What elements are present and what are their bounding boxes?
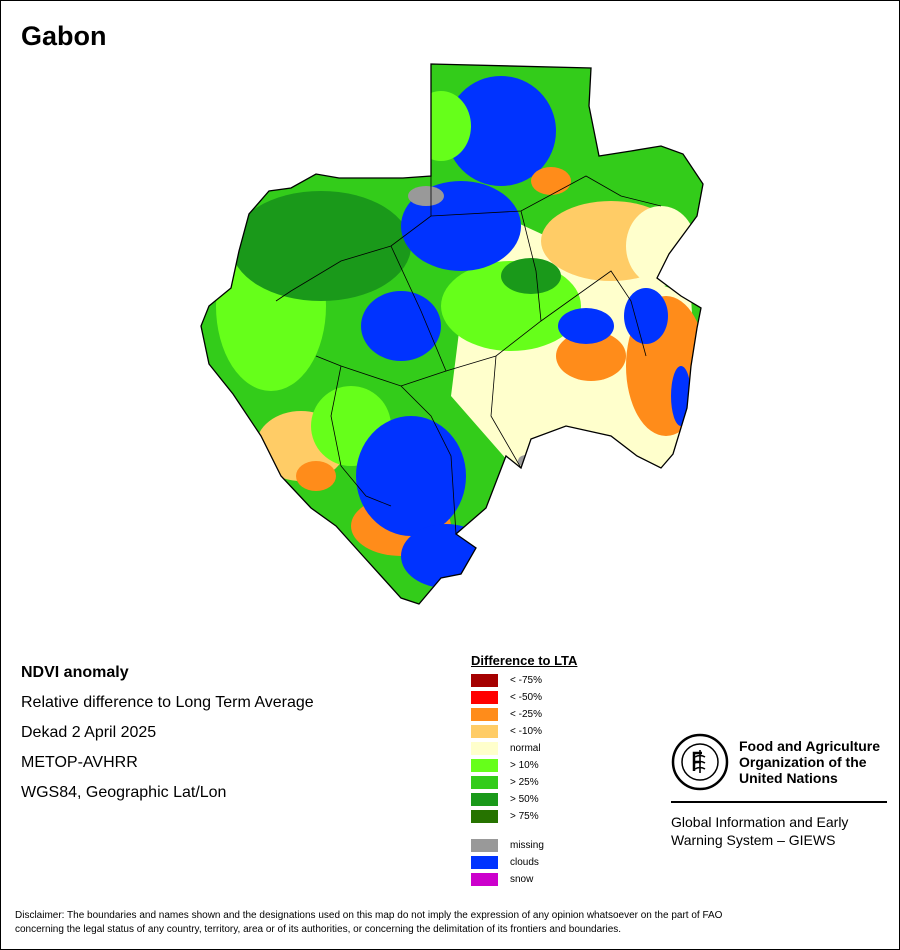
legend-swatch bbox=[471, 691, 498, 704]
legend: Difference to LTA < -75% < -50% < -25% < -1… bbox=[471, 653, 577, 888]
legend-swatch bbox=[471, 674, 498, 687]
legend-item: > 10% bbox=[471, 757, 577, 774]
disclaimer: Disclaimer: The boundaries and names sho… bbox=[15, 910, 723, 935]
legend-label: > 75% bbox=[510, 811, 539, 822]
gabon-ndvi-map bbox=[200, 63, 704, 605]
province-borders bbox=[275, 175, 662, 535]
legend-swatch bbox=[471, 725, 498, 738]
legend-swatch bbox=[471, 742, 498, 755]
legend-item: > 50% bbox=[471, 791, 577, 808]
fao-branding: Food and Agriculture Organization of the… bbox=[671, 733, 891, 849]
legend-label: normal bbox=[510, 743, 541, 754]
legend-label: < -25% bbox=[510, 709, 542, 720]
legend-swatch bbox=[471, 873, 498, 886]
legend-label: missing bbox=[510, 840, 544, 851]
info-sensor: METOP-AVHRR bbox=[21, 754, 138, 771]
legend-label: < -10% bbox=[510, 726, 542, 737]
fao-logo-icon bbox=[671, 733, 729, 791]
info-projection: WGS84, Geographic Lat/Lon bbox=[21, 784, 227, 801]
map-title: Gabon bbox=[21, 21, 107, 51]
legend-item: normal bbox=[471, 740, 577, 757]
legend-swatch bbox=[471, 810, 498, 823]
map-info: NDVI anomaly Relative difference to Long… bbox=[21, 658, 314, 808]
legend-label: snow bbox=[510, 874, 534, 885]
legend-item: < -75% bbox=[471, 672, 577, 689]
info-description: Relative difference to Long Term Average bbox=[21, 694, 314, 711]
legend-label: > 50% bbox=[510, 794, 539, 805]
ndvi-raster bbox=[201, 64, 703, 604]
legend-item: > 75% bbox=[471, 808, 577, 825]
legend-item: < -25% bbox=[471, 706, 577, 723]
legend-swatch bbox=[471, 856, 498, 869]
legend-label: < -50% bbox=[510, 692, 542, 703]
fao-name: Food and Agriculture Organization of the… bbox=[739, 738, 881, 786]
legend-item: snow bbox=[471, 871, 577, 888]
legend-label: < -75% bbox=[510, 675, 542, 686]
legend-item: < -50% bbox=[471, 689, 577, 706]
info-period: Dekad 2 April 2025 bbox=[21, 724, 157, 741]
legend-item: > 25% bbox=[471, 774, 577, 791]
legend-title: Difference to LTA bbox=[471, 653, 578, 668]
legend-item: clouds bbox=[471, 854, 577, 871]
info-product: NDVI anomaly bbox=[21, 664, 129, 681]
legend-swatch bbox=[471, 759, 498, 772]
legend-item: < -10% bbox=[471, 723, 577, 740]
legend-label: > 25% bbox=[510, 777, 539, 788]
legend-swatch bbox=[471, 839, 498, 852]
legend-label: clouds bbox=[510, 857, 539, 868]
legend-swatch bbox=[471, 793, 498, 806]
legend-swatch bbox=[471, 776, 498, 789]
fao-divider bbox=[671, 801, 887, 803]
giews-name: Global Information and Early Warning Sys… bbox=[671, 814, 849, 848]
legend-swatch bbox=[471, 708, 498, 721]
legend-label: > 10% bbox=[510, 760, 539, 771]
legend-item: missing bbox=[471, 837, 577, 854]
